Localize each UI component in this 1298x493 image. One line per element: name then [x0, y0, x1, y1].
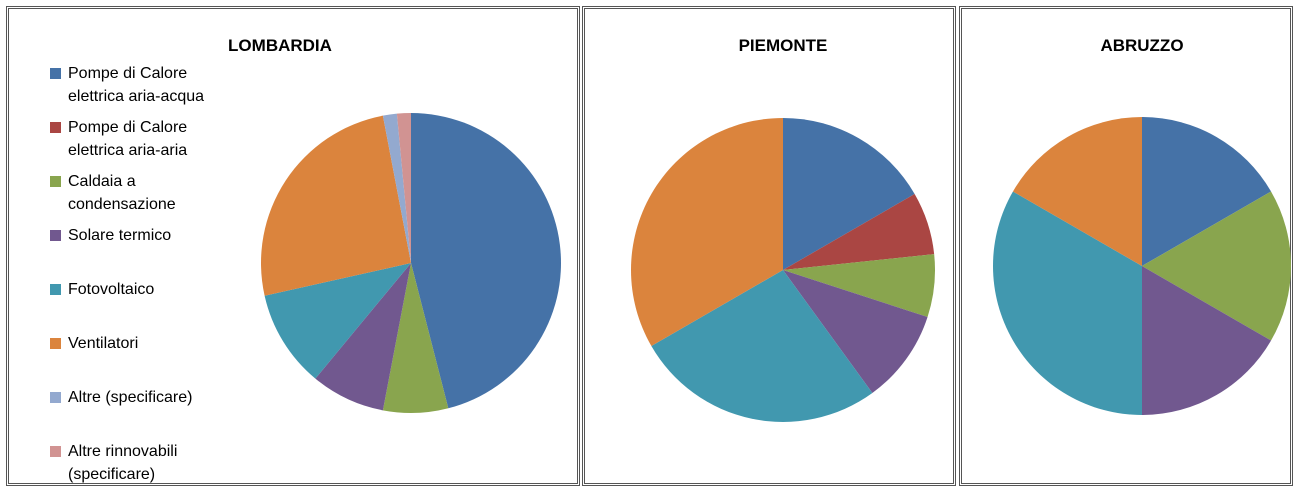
legend-swatch — [50, 176, 61, 187]
chart-title: PIEMONTE — [738, 36, 828, 55]
pie-slice — [783, 194, 935, 270]
legend-item: Pompe di Calore elettrica aria-acqua — [50, 62, 215, 108]
legend-item: Fotovoltaico — [50, 278, 215, 301]
legend-label: Solare termico — [68, 227, 172, 244]
legend-swatch — [50, 68, 61, 79]
legend-item: Altre rinnovabili (specificare) — [50, 440, 215, 486]
pie-slice — [783, 270, 928, 393]
legend-swatch — [50, 284, 61, 295]
pie-slice — [992, 191, 1142, 415]
pie-slice — [1142, 117, 1272, 266]
legend-label: Ventilatori — [68, 335, 139, 352]
legend-swatch — [50, 338, 61, 349]
pie-slice — [396, 113, 411, 263]
pie-slice — [1142, 266, 1272, 415]
chart-title: ABRUZZO — [1100, 36, 1184, 55]
panel — [959, 6, 1293, 486]
pie-slice — [382, 113, 411, 263]
panel — [582, 6, 956, 486]
legend-label: Fotovoltaico — [68, 281, 155, 298]
pie-slice — [651, 270, 873, 423]
legend-swatch — [50, 446, 61, 457]
legend-swatch — [50, 230, 61, 241]
pie-slice — [1012, 117, 1142, 266]
pie-slice — [315, 263, 411, 411]
legend-label: Pompe di Calore elettrica aria-aria — [68, 119, 188, 159]
pie-slice — [1142, 191, 1292, 341]
pie-slice — [783, 118, 915, 270]
legend-swatch — [50, 392, 61, 403]
pie-slice — [264, 263, 411, 379]
legend-item: Solare termico — [50, 224, 215, 247]
legend-item: Altre (specificare) — [50, 386, 215, 409]
panel — [6, 6, 580, 486]
legend-label: Pompe di Calore elettrica aria-acqua — [68, 65, 205, 105]
legend-label: Caldaia a condensazione — [68, 173, 176, 213]
legend-label: Altre (specificare) — [68, 389, 193, 406]
legend-item: Ventilatori — [50, 332, 215, 355]
pie-slice — [783, 254, 935, 317]
legend-item: Caldaia a condensazione — [50, 170, 215, 216]
pie-slice — [630, 118, 783, 346]
legend-label: Altre rinnovabili (specificare) — [68, 443, 178, 483]
pie-slice — [411, 113, 562, 409]
chart-title: LOMBARDIA — [228, 36, 332, 55]
pie-slice — [261, 115, 411, 296]
legend-swatch — [50, 122, 61, 133]
pie-slice — [382, 263, 449, 413]
legend-item: Pompe di Calore elettrica aria-aria — [50, 116, 215, 162]
